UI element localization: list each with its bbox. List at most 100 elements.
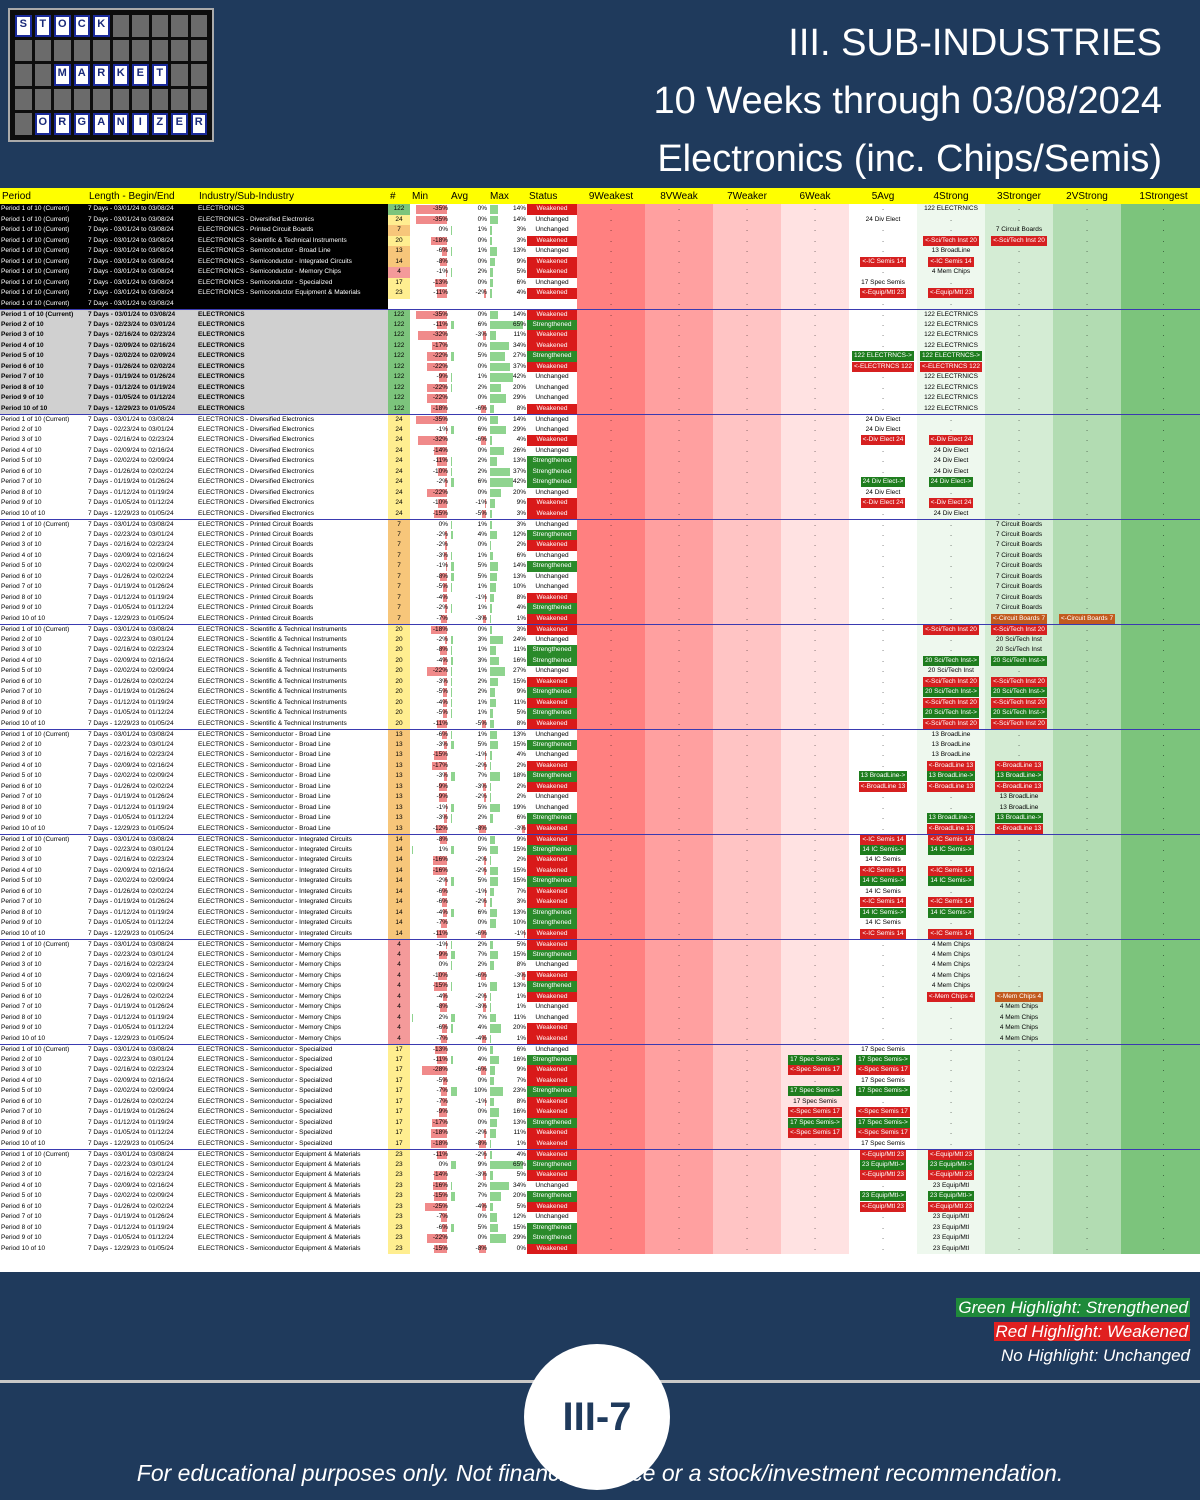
logo-letter: T bbox=[34, 15, 51, 37]
zone-cell: . bbox=[781, 330, 849, 341]
table-row: Period 7 of 10 7 Days - 01/19/24 to 01/26… bbox=[0, 372, 1200, 383]
zone-cell: . bbox=[645, 319, 713, 330]
max-text: 13% bbox=[512, 1118, 526, 1126]
zone-cell: . bbox=[985, 466, 1053, 477]
min-text: -1% bbox=[436, 940, 448, 948]
zone-label: 20 Sci/Tech Inst bbox=[928, 667, 974, 675]
zone-cell: . bbox=[1121, 1148, 1200, 1160]
max-text: 26% bbox=[512, 446, 526, 454]
industry-cell: ELECTRONICS bbox=[197, 372, 388, 383]
period-cell: Period 10 of 10 bbox=[1, 719, 46, 727]
zone-label: <-Equip/Mtl 23 bbox=[859, 1201, 907, 1212]
legend-unchanged: No Highlight: Unchanged bbox=[1000, 1346, 1190, 1365]
zone-dot: . bbox=[882, 751, 884, 759]
min-bar bbox=[439, 572, 447, 581]
zone-dot: . bbox=[610, 887, 612, 895]
zone-dot: . bbox=[1086, 887, 1088, 895]
column-header: # bbox=[388, 188, 410, 204]
zone-dot: . bbox=[1086, 824, 1088, 832]
max-bar bbox=[490, 635, 504, 644]
zone-cell: . bbox=[645, 813, 713, 824]
zone-dot: . bbox=[610, 373, 612, 381]
zone-dot: . bbox=[950, 541, 952, 549]
avg-value: -2% bbox=[449, 761, 488, 772]
zone-cell: . bbox=[713, 855, 781, 866]
min-bar bbox=[430, 1139, 447, 1148]
count-cell: 17 bbox=[388, 1096, 410, 1107]
zone-dot: . bbox=[814, 551, 816, 559]
max-text: 13% bbox=[512, 908, 526, 916]
table-row: Period 3 of 10 7 Days - 02/16/24 to 02/23… bbox=[0, 1065, 1200, 1076]
zone-cell: . bbox=[985, 739, 1053, 750]
zone-dot: . bbox=[746, 551, 748, 559]
min-bar bbox=[442, 1076, 447, 1085]
count-cell: 14 bbox=[388, 844, 410, 855]
min-text: -16% bbox=[432, 866, 448, 874]
min-value: -22% bbox=[410, 1233, 449, 1244]
zone-dot: . bbox=[1018, 1181, 1020, 1189]
period-cell: Period 5 of 10 bbox=[1, 457, 42, 465]
avg-bar bbox=[451, 677, 453, 686]
zone-cell: . bbox=[781, 487, 849, 498]
zone-cell: <-BroadLine 13 bbox=[917, 760, 985, 771]
table-row: Period 2 of 10 7 Days - 02/23/24 to 03/01… bbox=[0, 1159, 1200, 1170]
zone-dot: . bbox=[1162, 425, 1165, 433]
date-range-cell: 7 Days - 01/19/24 to 01/26/24 bbox=[88, 1213, 174, 1221]
min-bar bbox=[446, 425, 447, 434]
zone-dot: . bbox=[746, 1160, 748, 1168]
avg-bar bbox=[451, 961, 453, 970]
period-cell: Period 5 of 10 bbox=[1, 562, 42, 570]
max-text: 65% bbox=[512, 320, 526, 328]
zone-cell: . bbox=[645, 298, 713, 309]
zone-cell: . bbox=[577, 540, 645, 551]
zone-cell: 24 Div Elect bbox=[917, 456, 985, 467]
zone-dot: . bbox=[882, 457, 884, 465]
max-text: 8% bbox=[516, 404, 526, 412]
zone-dot: . bbox=[610, 1066, 612, 1074]
avg-text: 5% bbox=[477, 740, 487, 748]
zone-label: <-IC Semis 14 bbox=[928, 256, 974, 267]
min-text: -18% bbox=[432, 1139, 448, 1147]
zone-cell: . bbox=[577, 225, 645, 236]
max-value: 14% bbox=[488, 413, 527, 425]
zone-label: 14 IC Semis-> bbox=[928, 844, 974, 855]
zone-cell: . bbox=[985, 319, 1053, 330]
zone-cell: . bbox=[917, 1075, 985, 1086]
zone-dot: . bbox=[1086, 761, 1088, 769]
zone-cell: . bbox=[713, 603, 781, 614]
min-text: -8% bbox=[436, 572, 448, 580]
zone-dot: . bbox=[1162, 1213, 1165, 1221]
avg-text: -2% bbox=[475, 898, 487, 906]
max-bar bbox=[490, 1213, 497, 1222]
zone-cell: . bbox=[577, 760, 645, 771]
period-cell: Period 1 of 10 (Current) bbox=[0, 288, 87, 299]
zone-cell: . bbox=[781, 1075, 849, 1086]
zone-cell: . bbox=[849, 225, 917, 236]
zone-label: 4 Mem Chips bbox=[931, 950, 971, 958]
date-range-cell: 7 Days - 02/23/24 to 03/01/24 bbox=[88, 740, 174, 748]
count-cell: 23 bbox=[388, 1212, 410, 1223]
max-value: 16% bbox=[488, 1107, 527, 1118]
zone-dot: . bbox=[1018, 1129, 1020, 1137]
avg-bar bbox=[483, 614, 486, 623]
zone-dot: . bbox=[610, 205, 612, 213]
avg-value: 0% bbox=[449, 1118, 488, 1129]
avg-bar bbox=[480, 971, 486, 980]
zone-dot: . bbox=[746, 446, 748, 454]
zone-dot: . bbox=[610, 289, 612, 297]
zone-cell: . bbox=[985, 456, 1053, 467]
min-bar bbox=[443, 908, 447, 917]
min-value: -8% bbox=[410, 645, 449, 656]
avg-bar bbox=[451, 478, 455, 487]
zone-dot: . bbox=[610, 635, 612, 643]
zone-cell: . bbox=[713, 1128, 781, 1139]
min-value: -12% bbox=[410, 824, 449, 835]
zone-dot: . bbox=[882, 226, 884, 234]
zone-dot: . bbox=[814, 667, 816, 675]
max-text: 20% bbox=[512, 383, 526, 391]
min-text: -8% bbox=[436, 257, 448, 265]
avg-bar bbox=[451, 814, 453, 823]
min-text: -2% bbox=[436, 530, 448, 538]
zone-cell: . bbox=[1121, 792, 1200, 803]
min-text: -12% bbox=[432, 824, 448, 832]
